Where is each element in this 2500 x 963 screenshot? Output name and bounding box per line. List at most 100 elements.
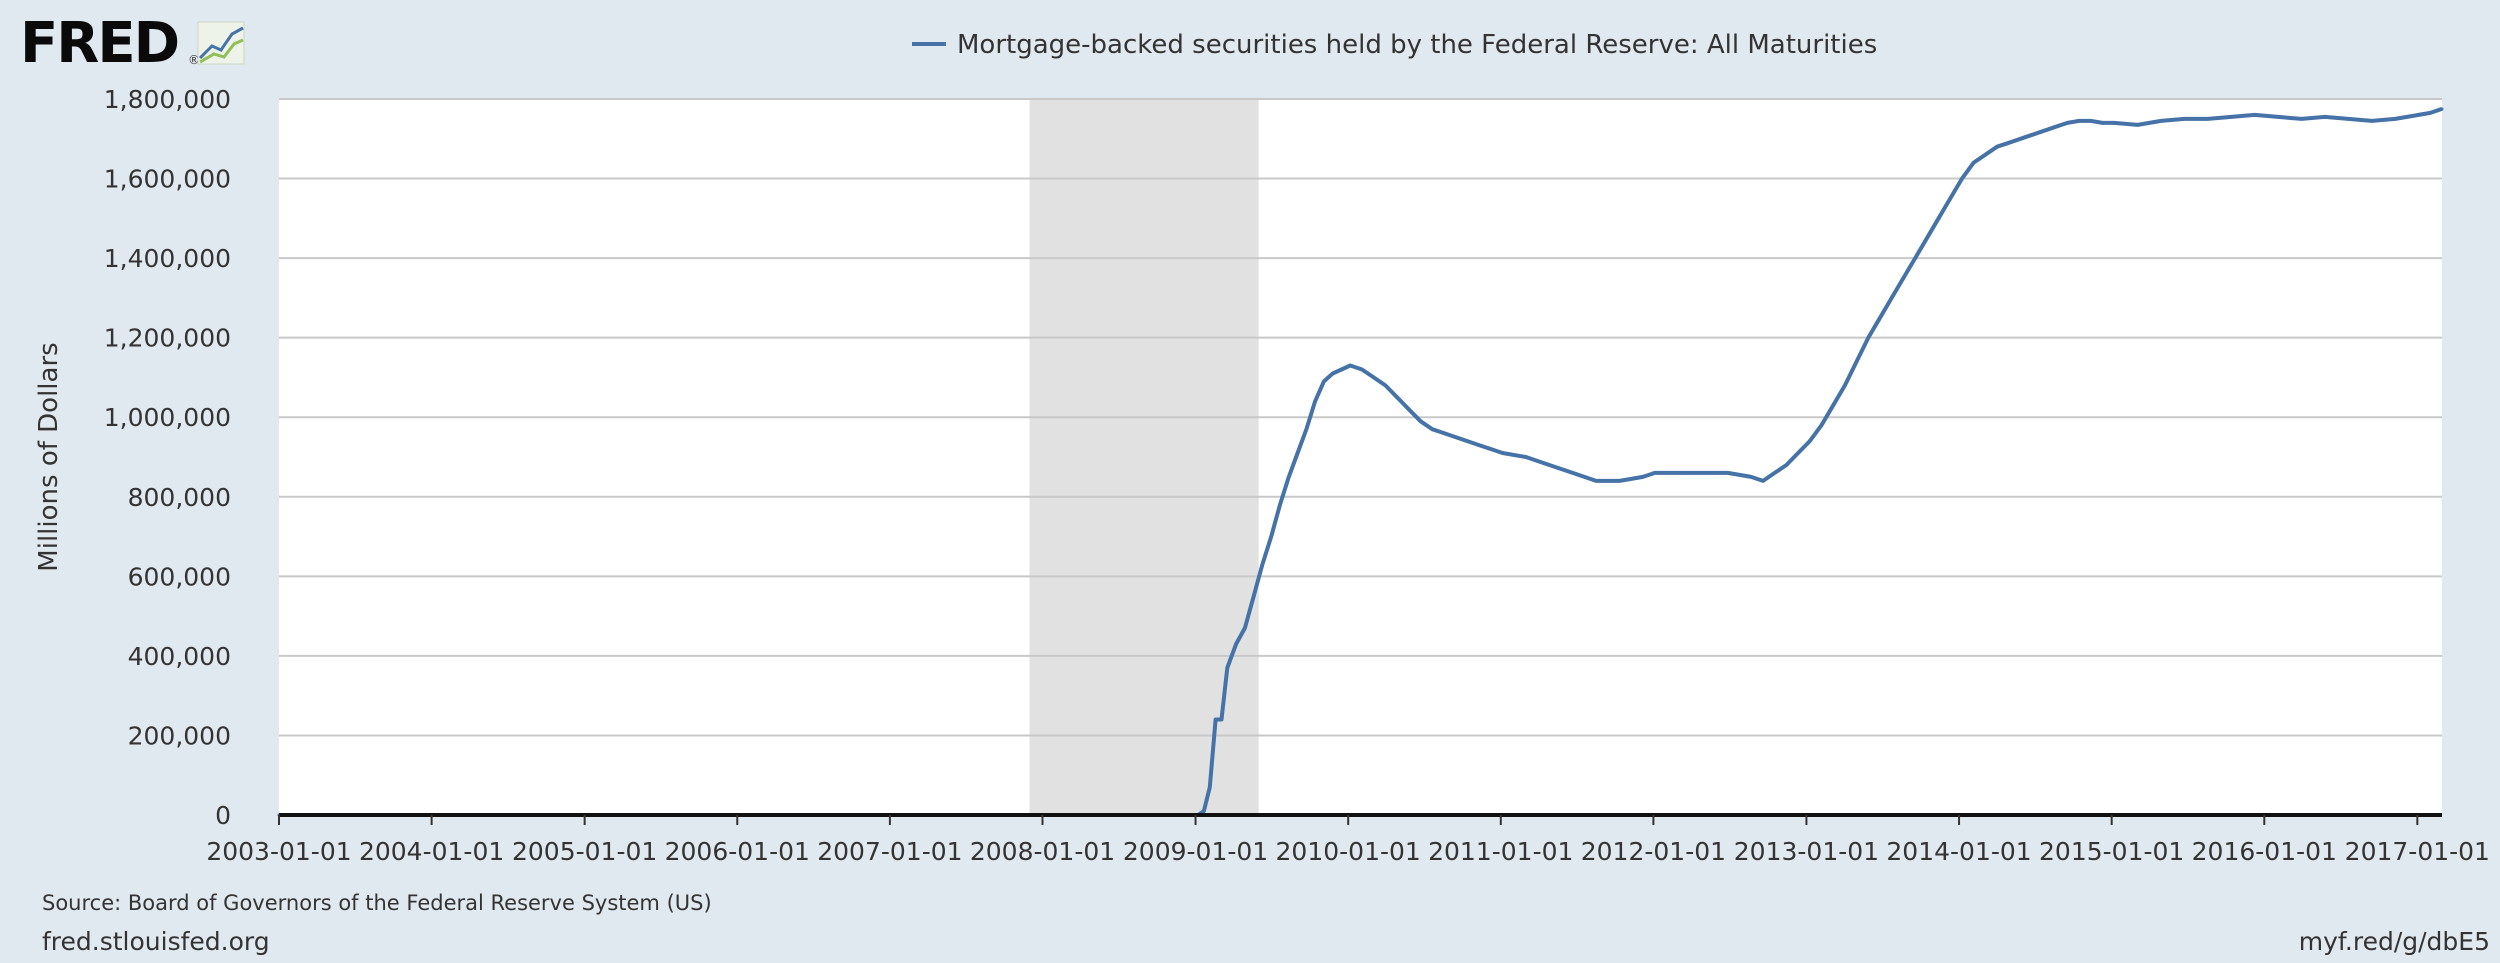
data-point: [1948, 196, 1952, 200]
data-point: [2065, 121, 2069, 125]
data-point: [1219, 718, 1223, 722]
y-tick-label: 400,000: [128, 642, 231, 671]
data-point: [1749, 475, 1753, 479]
data-point: [1983, 153, 1987, 157]
data-point: [1419, 419, 1423, 423]
y-tick-label: 1,400,000: [104, 244, 231, 273]
data-point: [1225, 666, 1229, 670]
data-point: [2417, 113, 2421, 117]
data-point: [1925, 236, 1929, 240]
x-tick-label: 2003-01-01: [206, 837, 351, 866]
data-point: [1866, 336, 1870, 340]
x-tick-label: 2004-01-01: [359, 837, 504, 866]
data-point: [1252, 594, 1256, 598]
y-tick-label: 1,000,000: [104, 403, 231, 432]
x-tick-label: 2012-01-01: [1581, 837, 1726, 866]
data-point: [2253, 113, 2257, 117]
data-point: [1465, 439, 1469, 443]
data-point: [2089, 119, 2093, 123]
data-point: [1901, 276, 1905, 280]
data-point: [1322, 379, 1326, 383]
data-point: [2077, 119, 2081, 123]
source-note: Source: Board of Governors of the Federa…: [42, 891, 712, 915]
registered-mark: ®: [188, 53, 200, 67]
data-point: [1995, 145, 1999, 149]
x-tick-label: 2013-01-01: [1734, 837, 1879, 866]
data-point: [1287, 475, 1291, 479]
data-point: [1454, 435, 1458, 439]
data-point: [1214, 718, 1218, 722]
data-point: [1278, 503, 1282, 507]
data-point: [2300, 117, 2304, 121]
data-point: [1773, 471, 1777, 475]
data-point: [2030, 133, 2034, 137]
data-point: [1547, 463, 1551, 467]
site-link[interactable]: fred.stlouisfed.org: [42, 927, 270, 956]
x-axis-ticks: 2003-01-01 2004-01-01 2005-01-01 2006-01-01…: [206, 815, 2490, 866]
x-tick-label: 2006-01-01: [665, 837, 810, 866]
data-point: [1304, 427, 1308, 431]
y-tick-label: 1,600,000: [104, 165, 231, 194]
y-tick-label: 600,000: [128, 562, 231, 591]
y-tick-label: 1,200,000: [104, 324, 231, 353]
data-point: [1890, 296, 1894, 300]
data-point: [1372, 375, 1376, 379]
data-point: [1524, 455, 1528, 459]
data-point: [1360, 367, 1364, 371]
data-point: [1348, 364, 1352, 368]
x-tick-label: 2007-01-01: [817, 837, 962, 866]
data-point: [1855, 360, 1859, 364]
data-point: [2393, 117, 2397, 121]
data-point: [1653, 471, 1657, 475]
data-point: [2229, 115, 2233, 119]
data-point: [1269, 535, 1273, 539]
y-tick-label: 1,800,000: [104, 85, 231, 114]
data-point: [1407, 407, 1411, 411]
data-point: [1796, 451, 1800, 455]
data-point: [1477, 443, 1481, 447]
y-axis-ticks: 0 200,000 400,000 600,000 800,000 1,000,000 1,…: [104, 85, 231, 830]
short-link[interactable]: myf.red/g/dbE5: [2298, 927, 2490, 956]
data-point: [2019, 137, 2023, 141]
data-point: [1726, 471, 1730, 475]
data-point: [2440, 107, 2444, 111]
data-point: [2159, 119, 2163, 123]
legend: Mortgage-backed securities held by the F…: [912, 30, 1877, 60]
data-point: [1296, 451, 1300, 455]
data-point: [1972, 161, 1976, 165]
data-point: [1784, 463, 1788, 467]
y-tick-label: 0: [215, 801, 231, 830]
data-point: [1831, 403, 1835, 407]
x-tick-label: 2015-01-01: [2039, 837, 2184, 866]
data-point: [1618, 479, 1622, 483]
data-point: [2428, 111, 2432, 115]
data-point: [1679, 471, 1683, 475]
x-tick-label: 2008-01-01: [970, 837, 1115, 866]
data-point: [2112, 121, 2116, 125]
data-point: [1641, 475, 1645, 479]
data-point: [1878, 316, 1882, 320]
y-tick-label: 800,000: [128, 483, 231, 512]
x-tick-label: 2017-01-01: [2345, 837, 2490, 866]
data-point: [2276, 115, 2280, 119]
data-point: [1202, 809, 1206, 813]
legend-series-label: Mortgage-backed securities held by the F…: [957, 30, 1877, 60]
data-point: [1843, 383, 1847, 387]
data-point: [2206, 117, 2210, 121]
plot-area: [279, 99, 2442, 815]
recession-shading: [1029, 99, 1259, 815]
data-point: [2042, 129, 2046, 133]
data-point: [1331, 371, 1335, 375]
data-point: [1913, 256, 1917, 260]
data-point: [1234, 642, 1238, 646]
data-point: [1208, 785, 1212, 789]
data-point: [2007, 141, 2011, 145]
fred-logo[interactable]: FRED ®: [20, 11, 245, 76]
data-point: [1960, 177, 1964, 181]
x-tick-label: 2014-01-01: [1886, 837, 2031, 866]
series-line-0: [279, 107, 2443, 817]
line-graph-icon: [197, 21, 245, 65]
y-axis-label: Millions of Dollars: [34, 342, 64, 571]
data-point: [2323, 115, 2327, 119]
data-point: [1702, 471, 1706, 475]
